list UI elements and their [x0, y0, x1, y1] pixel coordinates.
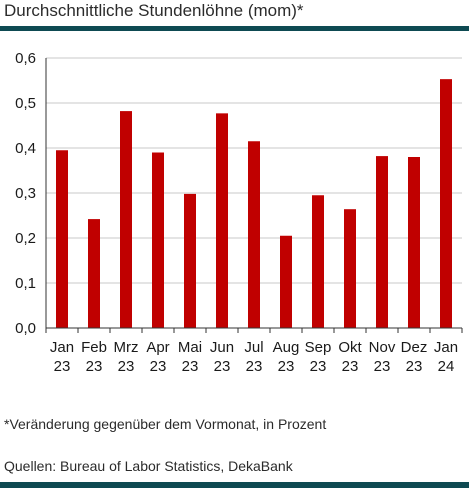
bar [440, 79, 452, 329]
bar [56, 150, 68, 328]
x-tick-label-year: 23 [214, 358, 231, 375]
x-tick-label-month: Jan [434, 339, 458, 356]
y-tick-label: 0,2 [15, 230, 36, 247]
bar [184, 193, 196, 328]
x-tick-label-year: 23 [406, 358, 423, 375]
y-tick-label: 0,1 [15, 275, 36, 292]
bar [216, 113, 228, 328]
bar [344, 209, 356, 328]
x-tick-label-month: Mai [178, 339, 202, 356]
x-tick-label-year: 23 [374, 358, 391, 375]
bar [376, 156, 388, 328]
bar [312, 195, 324, 328]
x-tick-label-year: 23 [310, 358, 327, 375]
x-tick-label-month: Jan [50, 339, 74, 356]
x-tick-label-year: 23 [246, 358, 263, 375]
y-tick-label: 0,0 [15, 320, 36, 337]
axis-labels: 0,0 0,1 0,2 0,3 0,4 0,5 0,6 Jan 23 Feb 23 Mrz 23 Apr 2… [15, 50, 458, 375]
chart-title: Durchschnittliche Stundenlöhne (mom)* [4, 1, 304, 20]
x-tick-label-month: Jul [244, 339, 263, 356]
x-tick-label-year: 23 [278, 358, 295, 375]
x-tick-label-year: 23 [182, 358, 199, 375]
bars [56, 79, 452, 329]
bar [408, 157, 420, 328]
bar [248, 141, 260, 328]
bar-chart: 0,0 0,1 0,2 0,3 0,4 0,5 0,6 Jan 23 Feb 23 Mrz 23 Apr 2… [15, 50, 463, 375]
x-tick-label-month: Sep [305, 339, 332, 356]
y-tick-label: 0,5 [15, 95, 36, 112]
x-tick-label-month: Feb [81, 339, 107, 356]
y-tick-label: 0,4 [15, 140, 36, 157]
axes [45, 58, 463, 333]
y-tick-label: 0,6 [15, 50, 36, 67]
x-tick-label-year: 23 [342, 358, 359, 375]
y-tick-label: 0,3 [15, 185, 36, 202]
x-tick-label-year: 24 [438, 358, 455, 375]
x-tick-label-month: Aug [273, 339, 300, 356]
x-tick-label-month: Dez [401, 339, 428, 356]
x-tick-label-month: Jun [210, 339, 234, 356]
x-tick-label-year: 23 [150, 358, 167, 375]
x-tick-label-month: Apr [146, 339, 169, 356]
x-tick-label-month: Okt [338, 339, 362, 356]
source-note: Quellen: Bureau of Labor Statistics, Dek… [4, 458, 293, 474]
top-rule [0, 26, 469, 31]
bar [88, 219, 100, 328]
bottom-rule [0, 482, 469, 488]
x-tick-label-year: 23 [86, 358, 103, 375]
x-tick-label-month: Mrz [114, 339, 139, 356]
x-tick-label-year: 23 [54, 358, 71, 375]
bar [280, 235, 292, 328]
x-tick-label-month: Nov [369, 339, 396, 356]
bar [152, 152, 164, 328]
x-tick-label-year: 23 [118, 358, 135, 375]
footnote: *Veränderung gegenüber dem Vormonat, in … [4, 416, 327, 432]
bar [120, 111, 132, 328]
